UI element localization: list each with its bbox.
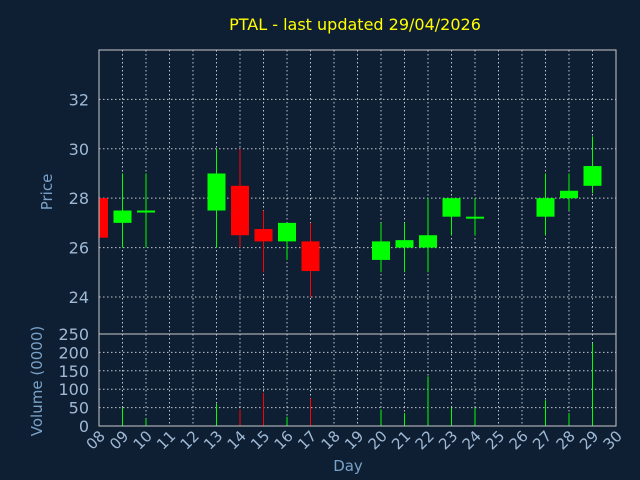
volume-tick-label: 250 [58,325,89,344]
x-tick-label: 29 [576,427,602,453]
x-tick-label: 19 [341,427,367,453]
x-tick-label: 20 [365,427,391,453]
candle-body [442,198,461,217]
candle-body [113,210,132,223]
candle-body [536,198,555,217]
volume-panel-frame [98,333,617,427]
candle-body [207,173,226,211]
x-tick-label: 16 [271,427,297,453]
candle-body [254,229,273,242]
volume-tick-label: 150 [58,362,89,381]
price-tick-label: 30 [69,140,89,159]
candle-body [419,235,437,248]
x-tick-label: 22 [412,427,438,453]
candle-body [231,185,249,236]
x-tick-label: 18 [318,427,344,453]
volume-tick-label: 50 [69,399,89,418]
x-tick-label: 26 [506,427,532,453]
x-tick-label: 27 [529,427,555,453]
x-tick-label: 21 [388,427,414,453]
price-tick-label: 26 [69,239,89,258]
x-tick-label: 11 [153,427,179,453]
candle-body [278,222,296,242]
candle-body [560,190,578,199]
price-axis-title: Price [38,174,56,211]
x-axis-title: Day [333,457,363,475]
volume-tick-label: 0 [79,417,89,436]
x-tick-label: 28 [553,427,579,453]
x-tick-label: 09 [106,427,132,453]
price-panel: 24 26 28 30 32 [69,49,617,335]
x-tick-label: 15 [247,427,273,453]
candle-body [137,210,155,213]
candle-body [372,241,390,260]
x-tick-label: 23 [435,427,461,453]
candle-body [99,198,108,238]
volume-axis-title: Volume (0000) [28,326,46,436]
candle-body [395,240,414,248]
candle-body [466,216,484,219]
x-tick-label: 25 [482,427,508,453]
price-tick-label: 28 [69,189,89,208]
volume-tick-label: 100 [58,380,89,399]
price-tick-label: 32 [69,90,89,109]
x-tick-label: 24 [459,427,485,453]
price-tick-label: 24 [69,288,89,307]
x-tick-label: 17 [294,427,320,453]
candle-body [301,241,320,272]
x-tick-label: 30 [600,427,626,453]
x-tick-label: 10 [130,427,156,453]
x-tick-label: 14 [224,427,250,453]
chart-title: PTAL - last updated 29/04/2026 [229,15,481,34]
volume-tick-label: 200 [58,343,89,362]
x-tick-label: 13 [200,427,226,453]
candle-body [583,166,602,186]
x-tick-label: 12 [177,427,203,453]
